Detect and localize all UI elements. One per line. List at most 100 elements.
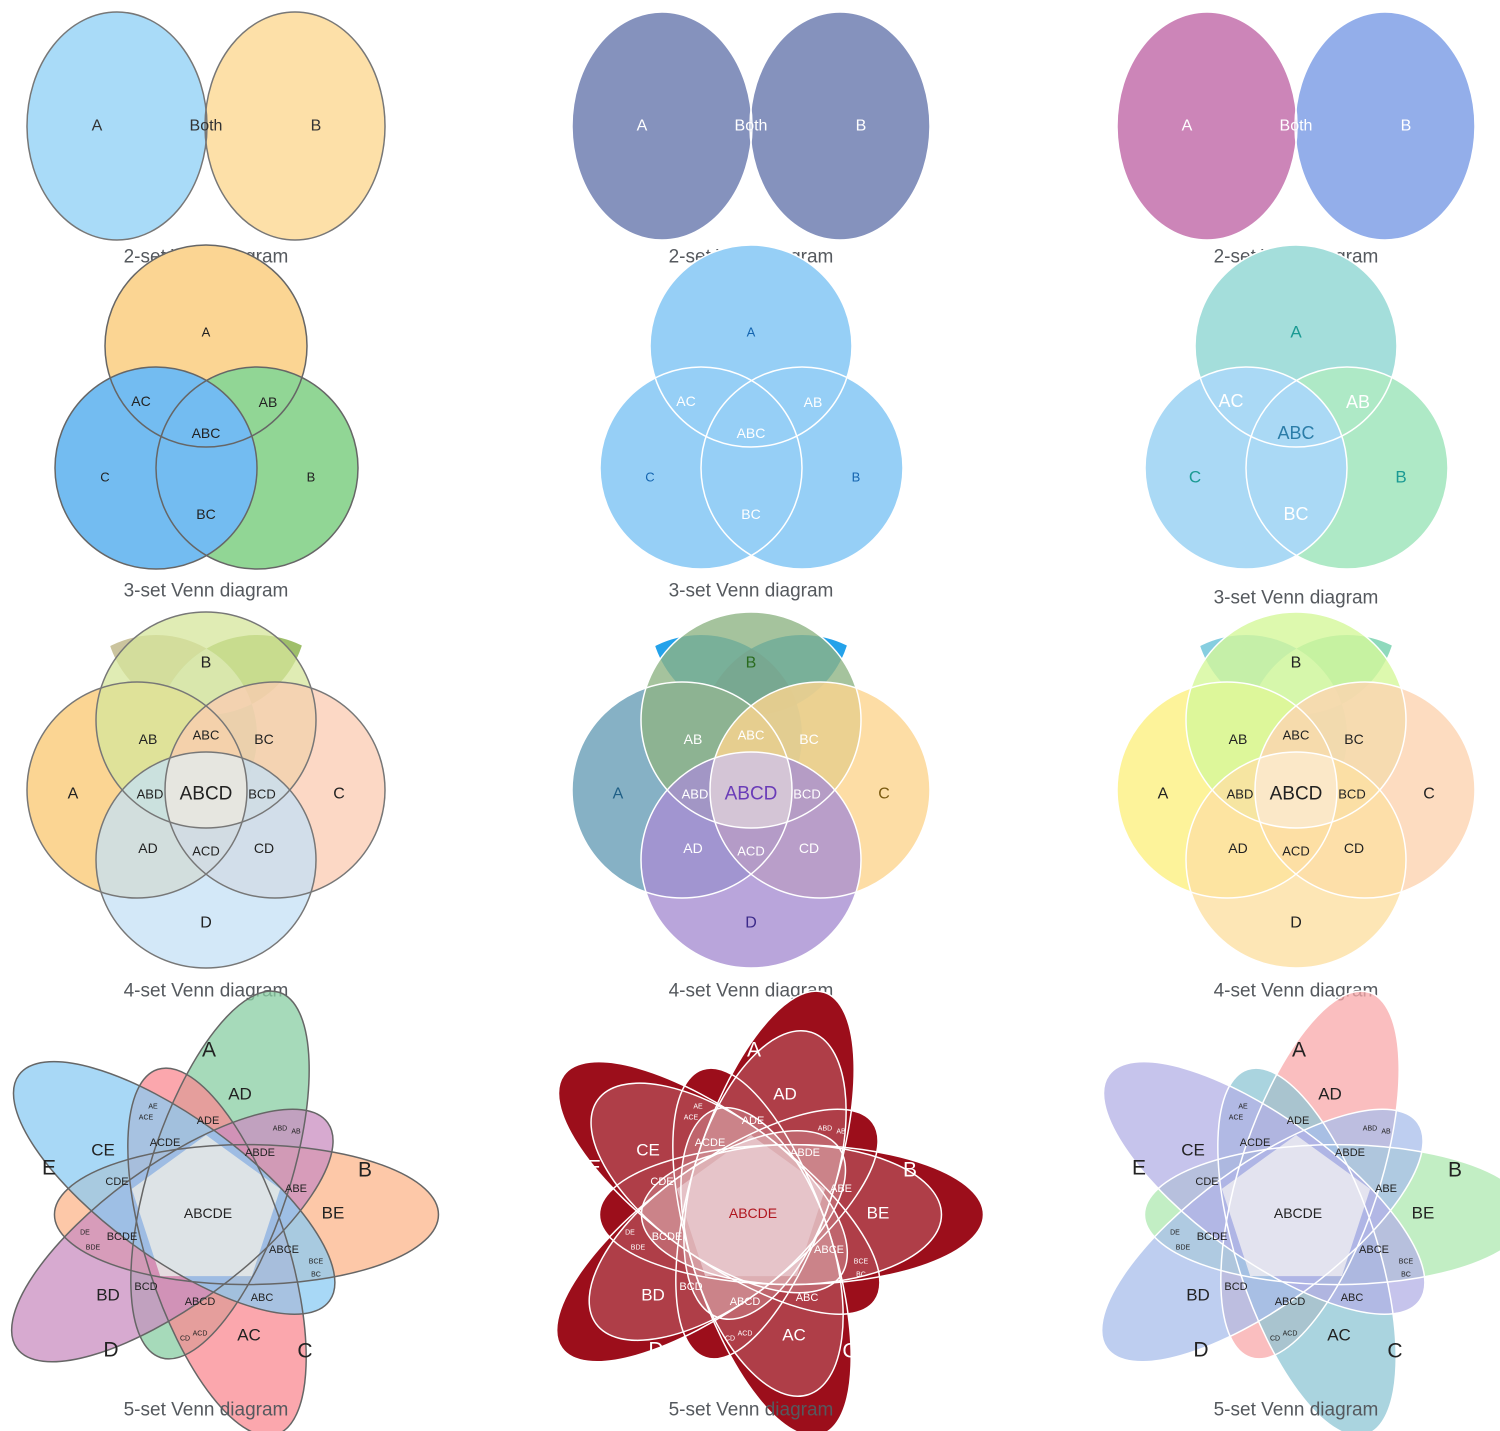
- venn4-outlines: [1116, 611, 1476, 969]
- label-e: E: [1132, 1157, 1146, 1180]
- label-abcde: ABCDE: [1274, 1205, 1322, 1221]
- label-acd: ACD: [1283, 1331, 1298, 1338]
- venn3-outlines: [599, 244, 904, 570]
- label-bd: BD: [96, 1286, 120, 1305]
- label-bcde: BCDE: [107, 1231, 138, 1243]
- label-abc: ABC: [738, 728, 765, 743]
- label-abcd: ABCD: [180, 784, 233, 805]
- label-both: Both: [735, 118, 768, 135]
- label-abd: ABD: [818, 1126, 832, 1133]
- label-acd: ACD: [192, 844, 219, 859]
- label-abe: ABE: [285, 1183, 307, 1195]
- label-e: E: [42, 1157, 56, 1180]
- set-b-ellipse: [205, 12, 385, 240]
- label-d: D: [1193, 1339, 1208, 1362]
- label-ade: ADE: [1287, 1115, 1310, 1127]
- label-b: B: [201, 655, 212, 672]
- venn2-labels: A Both B: [637, 118, 867, 135]
- label-bd: BD: [641, 1286, 665, 1305]
- label-d: D: [745, 915, 757, 932]
- label-bcd: BCD: [793, 787, 820, 802]
- venn2-purple-panel: [1117, 12, 1475, 240]
- label-ce: CE: [636, 1141, 660, 1160]
- label-bc: BC: [799, 731, 818, 747]
- label-abcd: ABCD: [730, 1296, 761, 1308]
- label-bcde: BCDE: [1197, 1231, 1228, 1243]
- venn2-outlines: [26, 11, 386, 241]
- label-de: DE: [80, 1230, 90, 1237]
- label-bde: BDE: [86, 1245, 101, 1252]
- label-b: B: [1401, 118, 1412, 135]
- label-e: E: [587, 1157, 601, 1180]
- diagram-caption: 5-set Venn diagram: [124, 1400, 289, 1421]
- label-a: A: [637, 118, 648, 135]
- venn2-outlines: [1116, 11, 1476, 241]
- label-ab: AB: [836, 1129, 846, 1136]
- label-abcde: ABCDE: [184, 1205, 232, 1221]
- label-bce: BCE: [854, 1259, 869, 1266]
- label-bc: BC: [741, 506, 760, 522]
- set-a-ellipse: [1117, 12, 1297, 240]
- intersection-abcde: [131, 1135, 281, 1277]
- label-b: B: [856, 118, 867, 135]
- label-abc: ABC: [192, 425, 221, 441]
- label-abc: ABC: [1277, 423, 1314, 443]
- diagram-caption: 4-set Venn diagram: [124, 981, 289, 1002]
- label-cde: CDE: [105, 1176, 128, 1188]
- set-d-ellipse: [96, 752, 316, 968]
- label-ac: AC: [237, 1326, 261, 1345]
- label-a: A: [202, 325, 211, 340]
- label-a: A: [747, 325, 756, 340]
- venn4-outlines: [26, 611, 386, 969]
- label-c: C: [100, 470, 109, 485]
- label-ad: AD: [228, 1085, 252, 1104]
- label-d: D: [1290, 915, 1302, 932]
- label-cd: CD: [725, 1336, 735, 1343]
- label-ce: CE: [1181, 1141, 1205, 1160]
- venn4-outlines: [571, 611, 931, 969]
- label-ab: AB: [139, 731, 158, 747]
- label-bcd: BCD: [248, 787, 275, 802]
- venn5-outlines: [10, 990, 440, 1431]
- label-c: C: [1189, 468, 1201, 487]
- label-c: C: [645, 470, 654, 485]
- label-b: B: [903, 1159, 917, 1182]
- label-ad: AD: [1228, 840, 1247, 856]
- label-both: Both: [1280, 118, 1313, 135]
- label-a: A: [92, 118, 103, 135]
- label-abcd: ABCD: [725, 784, 778, 805]
- label-abde: ABDE: [790, 1147, 820, 1159]
- label-b: B: [852, 470, 861, 485]
- label-abce: ABCE: [1359, 1244, 1389, 1256]
- label-cd: CD: [180, 1336, 190, 1343]
- venn3-outlines: [1144, 244, 1449, 570]
- venn2-navy-panel: [572, 12, 930, 240]
- label-ab: AB: [1381, 1129, 1391, 1136]
- label-both: Both: [190, 118, 223, 135]
- intersection-abcde: [1221, 1135, 1371, 1277]
- label-ade: ADE: [197, 1115, 220, 1127]
- label-bcde: BCDE: [652, 1231, 683, 1243]
- label-de: DE: [625, 1230, 635, 1237]
- label-a: A: [1290, 323, 1302, 342]
- label-abe: ABE: [1375, 1183, 1397, 1195]
- label-abc: ABC: [1283, 728, 1310, 743]
- label-ab: AB: [804, 394, 823, 410]
- label-b: B: [307, 470, 316, 485]
- intersection-abcde: [676, 1135, 826, 1277]
- label-b: B: [358, 1159, 372, 1182]
- label-a: A: [613, 786, 624, 803]
- label-d: D: [648, 1339, 663, 1362]
- label-abd: ABD: [1227, 787, 1254, 802]
- venn2-outlines: [571, 11, 931, 241]
- label-ae: AE: [148, 1104, 158, 1111]
- label-be: BE: [322, 1204, 345, 1223]
- diagram-caption: 4-set Venn diagram: [669, 981, 834, 1002]
- label-abcd: ABCD: [185, 1296, 216, 1308]
- label-b: B: [311, 118, 322, 135]
- label-b: B: [1395, 468, 1406, 487]
- label-bcd: BCD: [1224, 1281, 1247, 1293]
- label-ace: ACE: [1229, 1115, 1244, 1122]
